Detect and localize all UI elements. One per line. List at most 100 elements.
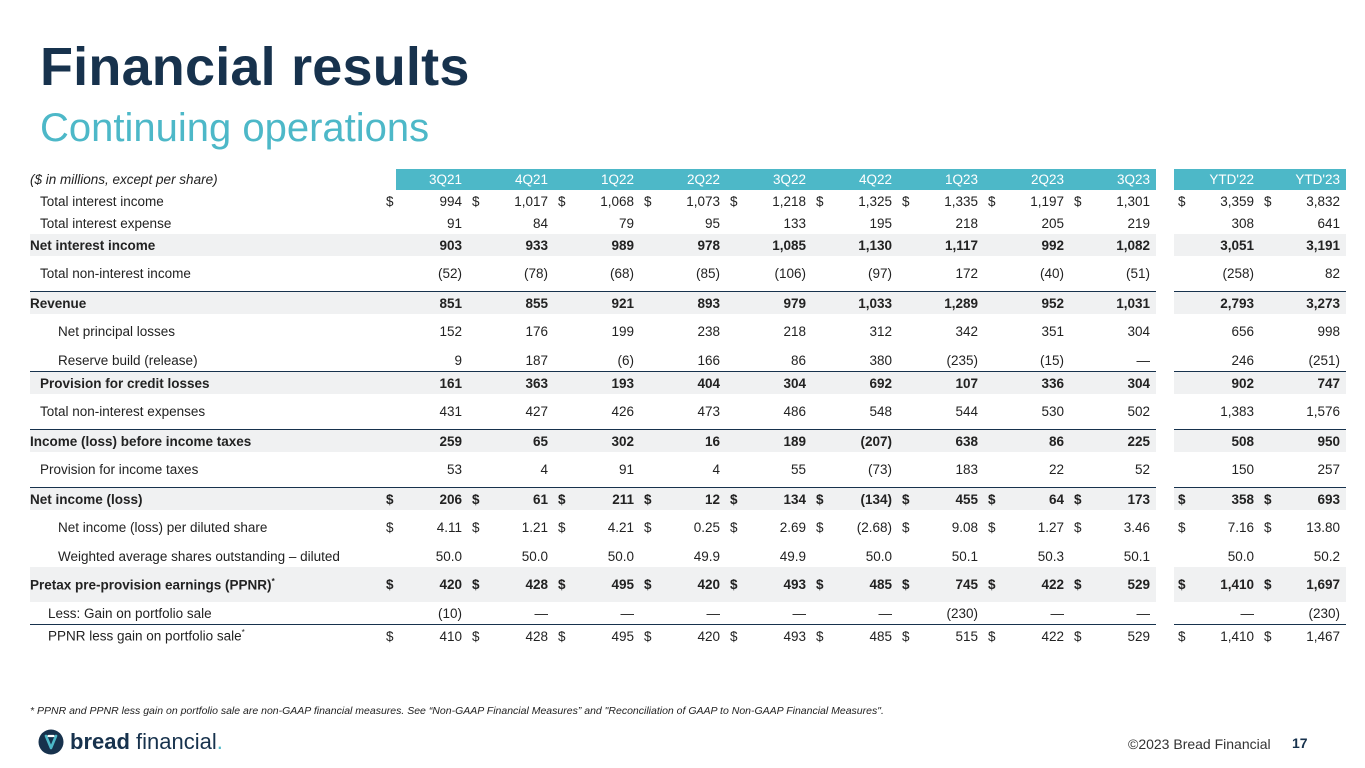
value-cell: 218	[955, 215, 978, 231]
value-cell: 64	[998, 487, 1070, 510]
currency-symbol	[382, 234, 396, 256]
value-cell: 855	[482, 291, 554, 314]
value-cell: 485	[826, 624, 898, 647]
currency-symbol	[1260, 394, 1274, 430]
value-cell: 61	[482, 487, 554, 510]
currency-symbol	[468, 291, 482, 314]
value-cell: 1,130	[826, 234, 898, 256]
currency-symbol	[1174, 314, 1188, 349]
currency-symbol: $	[812, 487, 826, 510]
currency-symbol	[812, 394, 826, 430]
currency-symbol: $	[1174, 624, 1188, 647]
ytd-value-cell: 13.80	[1306, 520, 1340, 535]
currency-symbol	[1070, 234, 1084, 256]
currency-symbol: $	[1260, 487, 1274, 510]
column-header: 4Q22	[826, 169, 898, 190]
currency-symbol	[382, 545, 396, 567]
value-cell: 1,335	[944, 193, 978, 209]
value-cell: 49.9	[779, 548, 806, 564]
value-cell: (73)	[867, 462, 892, 477]
value-cell: 1,218	[772, 193, 806, 209]
currency-symbol	[1070, 349, 1084, 372]
currency-symbol	[554, 212, 568, 234]
value-cell: 1.27	[1037, 520, 1064, 535]
table-row: Pretax pre-provision earnings (PPNR)* $42…	[30, 567, 1346, 602]
value-cell: 529	[1084, 567, 1156, 602]
currency-symbol	[468, 314, 482, 349]
value-cell: 49.9	[693, 548, 720, 564]
currency-symbol: $	[472, 520, 480, 535]
currency-symbol	[1260, 602, 1274, 625]
value-cell: 493	[740, 624, 812, 647]
value-cell: 193	[568, 371, 640, 394]
value-cell: 86	[790, 352, 806, 368]
ytd-value-cell: 1,467	[1274, 624, 1346, 647]
currency-symbol: $	[644, 193, 652, 209]
value-cell: 422	[998, 567, 1070, 602]
value-cell: (68)	[609, 266, 634, 281]
value-cell: 1,085	[740, 234, 812, 256]
value-cell: 95	[704, 215, 720, 231]
ytd-value-cell: 246	[1231, 352, 1254, 368]
currency-symbol	[1070, 452, 1084, 488]
currency-symbol: $	[816, 193, 824, 209]
value-cell: 52	[1134, 462, 1150, 477]
currency-symbol	[812, 314, 826, 349]
value-cell: 2.69	[779, 520, 806, 535]
value-cell: 12	[654, 487, 726, 510]
value-cell: 166	[697, 352, 720, 368]
value-cell: 219	[1127, 215, 1150, 231]
currency-symbol	[468, 394, 482, 430]
currency-symbol	[1174, 349, 1188, 372]
value-cell: 1,033	[826, 291, 898, 314]
currency-symbol	[726, 371, 740, 394]
value-cell: —	[1136, 605, 1151, 621]
value-cell: 50.0	[521, 548, 548, 564]
value-cell: (52)	[437, 266, 462, 281]
currency-symbol	[382, 452, 396, 488]
value-cell: 55	[790, 462, 806, 477]
value-cell: 638	[912, 429, 984, 452]
currency-symbol	[640, 256, 654, 292]
row-label: Net interest income	[30, 234, 382, 256]
value-cell: 363	[482, 371, 554, 394]
value-cell: 176	[525, 324, 548, 339]
currency-symbol	[1174, 291, 1188, 314]
value-cell: —	[620, 605, 635, 621]
currency-symbol	[726, 314, 740, 349]
row-label: Pretax pre-provision earnings (PPNR)*	[30, 567, 382, 602]
table-row: Total interest expense 91 84 79 95 133 195 218 2…	[30, 212, 1346, 234]
currency-symbol	[1070, 394, 1084, 430]
bread-financial-logo-icon	[38, 729, 64, 755]
currency-symbol	[554, 545, 568, 567]
currency-symbol	[468, 371, 482, 394]
currency-symbol	[898, 314, 912, 349]
currency-symbol	[984, 349, 998, 372]
currency-symbol	[898, 349, 912, 372]
value-cell: 1,301	[1116, 193, 1150, 209]
value-cell: 152	[439, 324, 462, 339]
currency-symbol	[382, 371, 396, 394]
currency-symbol	[640, 452, 654, 488]
value-cell: 50.0	[607, 548, 634, 564]
value-cell: 91	[446, 215, 462, 231]
ytd-value-cell: 998	[1317, 324, 1340, 339]
ytd-value-cell: 1,697	[1274, 567, 1346, 602]
ytd-value-cell: 50.0	[1227, 548, 1254, 564]
table-row: Net income (loss) per diluted share $4.11…	[30, 510, 1346, 545]
currency-symbol	[640, 234, 654, 256]
currency-symbol: $	[984, 487, 998, 510]
row-label: Net income (loss)	[30, 487, 382, 510]
currency-symbol	[468, 212, 482, 234]
currency-symbol	[1260, 256, 1274, 292]
currency-symbol	[984, 256, 998, 292]
value-cell: (106)	[774, 266, 806, 281]
table-row: Net principal losses 152 176 199 238 218 312 34…	[30, 314, 1346, 349]
value-cell: 404	[654, 371, 726, 394]
currency-symbol	[640, 394, 654, 430]
row-label: Total interest expense	[40, 215, 172, 231]
value-cell: 50.1	[1123, 548, 1150, 564]
currency-symbol	[1070, 545, 1084, 567]
value-cell: 0.25	[693, 520, 720, 535]
value-cell: 107	[912, 371, 984, 394]
